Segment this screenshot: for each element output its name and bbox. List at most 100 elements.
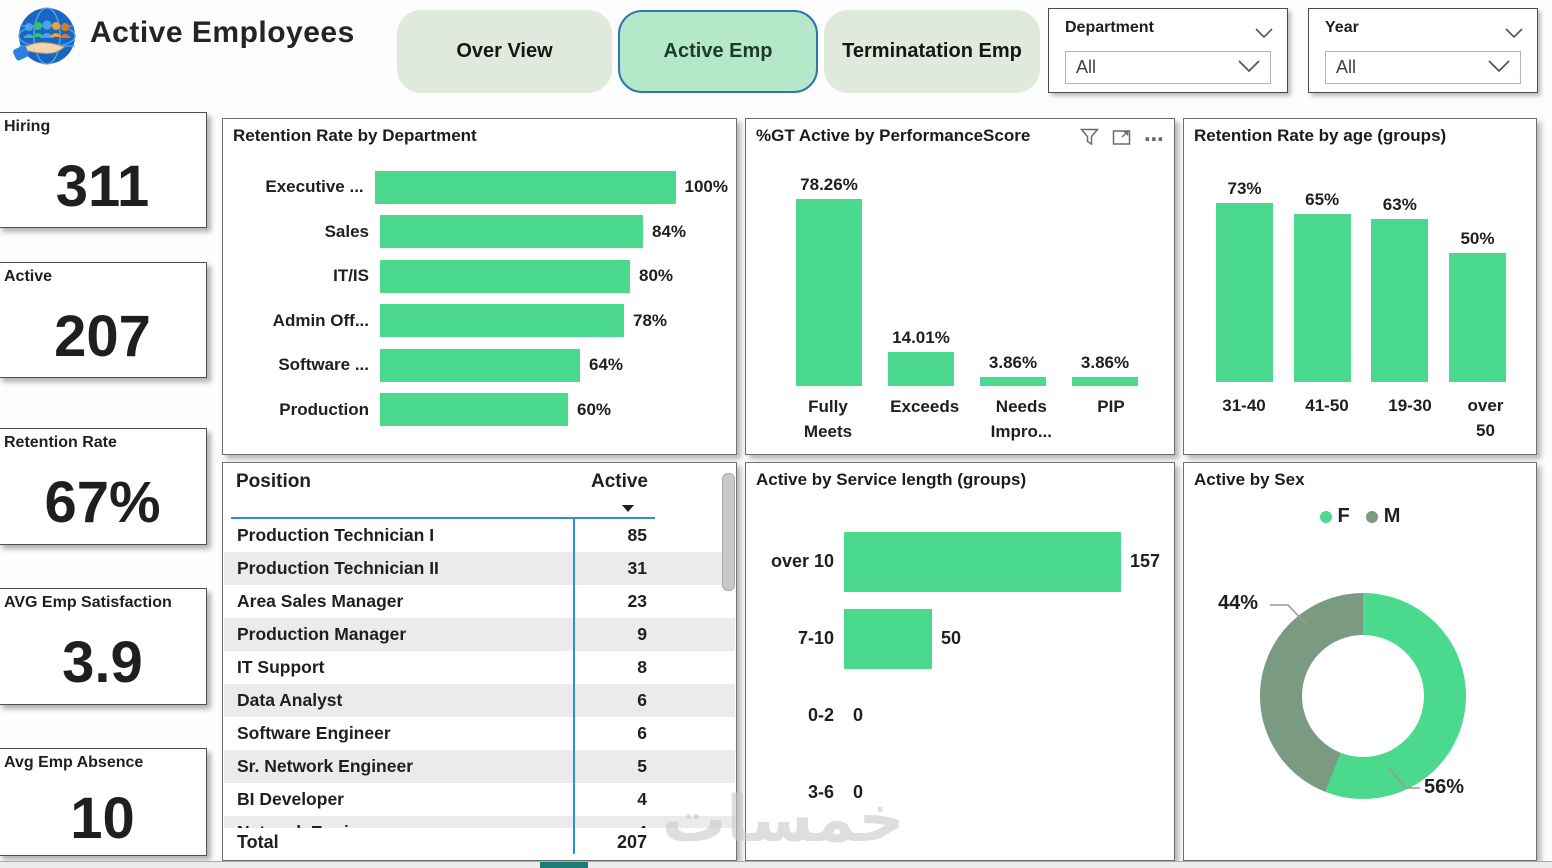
chevron-down-icon[interactable] — [1505, 25, 1523, 43]
chevron-down-icon[interactable] — [1255, 25, 1273, 43]
table-row[interactable]: Production Technician I 85 — [224, 519, 735, 552]
legend-item-m[interactable]: M — [1365, 505, 1401, 528]
cell-position: Software Engineer — [237, 723, 391, 743]
column-header-position[interactable]: Position — [236, 471, 311, 492]
table-row[interactable]: Sr. Network Engineer 5 — [224, 750, 735, 783]
kpi-value: 67% — [44, 470, 161, 535]
category-label: PIP — [1097, 397, 1125, 416]
table-total-row: Total 207 — [224, 828, 735, 857]
bar[interactable] — [1448, 253, 1506, 382]
bar[interactable] — [844, 608, 932, 669]
bar[interactable] — [380, 348, 580, 382]
focus-mode-icon[interactable] — [1112, 128, 1131, 151]
callout-lines — [1270, 604, 1420, 789]
bar-row: IT/IS 80% — [231, 254, 728, 299]
panel-title: Retention Rate by age (groups) — [1194, 126, 1447, 145]
kpi-value: 3.9 — [62, 630, 143, 695]
panel-title: Active by Service length (groups) — [756, 470, 1027, 489]
legend: F M — [1184, 505, 1536, 528]
bar[interactable] — [1072, 377, 1138, 386]
legend-label: F — [1337, 505, 1350, 527]
total-value: 207 — [616, 832, 647, 852]
column-header-active[interactable]: Active — [590, 471, 648, 492]
bar[interactable] — [796, 199, 862, 386]
chevron-down-icon — [1238, 59, 1260, 77]
callout-m-percent: 44% — [1218, 592, 1259, 614]
bar-chart: Executive ... 100% Sales 84% IT/IS 80% A… — [231, 165, 728, 432]
table-row[interactable]: Production Manager 9 — [224, 618, 735, 651]
category-label: Needs Impro... — [990, 397, 1053, 441]
more-options-icon[interactable]: ⋯ — [1144, 128, 1164, 151]
kpi-card-active: Active 207 — [0, 262, 207, 378]
cell-active: 5 — [637, 756, 647, 776]
kpi-value: 311 — [55, 153, 150, 219]
kpi-card-hiring: Hiring 311 — [0, 112, 207, 228]
bar[interactable] — [1371, 219, 1429, 382]
department-slicer: Department All — [1048, 8, 1288, 93]
panel-title: %GT Active by PerformanceScore — [756, 126, 1031, 145]
table-row[interactable]: BI Developer 4 — [224, 783, 735, 816]
bar[interactable] — [380, 215, 643, 249]
kpi-label: AVG Emp Satisfaction — [4, 594, 172, 611]
category-axis: 31-40 41-50 19-30 over 50 — [1209, 394, 1513, 443]
dropdown-value: All — [1076, 57, 1097, 77]
filter-icon[interactable] — [1079, 128, 1100, 151]
category-label: 0-2 — [807, 705, 834, 725]
bar-row: over 10 157 — [756, 523, 1168, 600]
bar[interactable] — [844, 531, 1121, 592]
cell-active: 6 — [637, 690, 647, 710]
horizontal-scrollbar-track[interactable] — [0, 861, 1552, 868]
position-table-panel: Position Active Production Technician I … — [222, 462, 737, 861]
table-row[interactable]: Software Engineer 6 — [224, 717, 735, 750]
table-row[interactable]: Production Technician II 31 — [224, 552, 735, 585]
bar[interactable] — [1216, 203, 1273, 382]
bar[interactable] — [380, 393, 568, 427]
category-label: 7-10 — [797, 628, 834, 648]
bar[interactable] — [380, 259, 630, 293]
bar-column: 73% — [1216, 179, 1273, 382]
year-dropdown[interactable]: All — [1325, 51, 1521, 84]
bar[interactable] — [380, 304, 624, 338]
table-scrollbar[interactable] — [722, 473, 735, 591]
active-by-sex-panel: Active by Sex F M 44% 56% — [1183, 462, 1537, 861]
category-label: Software ... — [278, 355, 369, 375]
bar-column: 63% — [1371, 179, 1429, 382]
bar-row: Sales 84% — [231, 210, 728, 255]
bar[interactable] — [980, 377, 1046, 386]
panel-title: Active by Sex — [1194, 470, 1305, 489]
bar[interactable] — [374, 170, 676, 204]
category-label: Fully Meets — [803, 397, 853, 441]
table-row[interactable]: IT Support 8 — [224, 651, 735, 684]
category-label: 31-40 — [1222, 396, 1266, 415]
column-divider — [573, 519, 575, 854]
horizontal-scrollbar-thumb[interactable] — [540, 862, 588, 868]
category-label: IT/IS — [333, 266, 369, 286]
tab-over-view[interactable]: Over View — [397, 10, 612, 93]
bar-column: 3.86% — [980, 175, 1046, 386]
cell-active: 4 — [637, 789, 647, 809]
department-dropdown[interactable]: All — [1065, 51, 1271, 84]
bar-row: 3-6 0 — [756, 754, 1168, 831]
kpi-label: Avg Emp Absence — [4, 754, 144, 771]
header-underline — [231, 517, 655, 519]
bar[interactable] — [888, 352, 954, 386]
bar-chart: over 10 157 7-10 50 0-2 0 3-6 0 — [756, 523, 1168, 831]
table-body: Production Technician I 85 Production Te… — [224, 519, 735, 857]
table-row[interactable]: Data Analyst 6 — [224, 684, 735, 717]
bar-row: 0-2 0 — [756, 677, 1168, 754]
tab-termination-emp[interactable]: Terminatation Emp — [824, 10, 1040, 93]
category-label: 3-6 — [807, 782, 834, 802]
app-logo-icon — [12, 5, 80, 73]
performance-score-panel: %GT Active by PerformanceScore ⋯ 78.26% … — [745, 118, 1175, 455]
tab-active-emp[interactable]: Active Emp — [618, 10, 818, 93]
tab-label: Terminatation Emp — [842, 40, 1022, 62]
bar-row: 7-10 50 — [756, 600, 1168, 677]
legend-item-f[interactable]: F — [1319, 505, 1350, 528]
legend-label: M — [1383, 505, 1401, 527]
visual-toolbar: ⋯ — [1079, 128, 1164, 151]
bar[interactable] — [1293, 214, 1351, 382]
category-label: Admin Off... — [272, 310, 369, 330]
kpi-label: Retention Rate — [4, 434, 117, 451]
value-label: 63% — [1382, 195, 1417, 214]
table-row[interactable]: Area Sales Manager 23 — [224, 585, 735, 618]
